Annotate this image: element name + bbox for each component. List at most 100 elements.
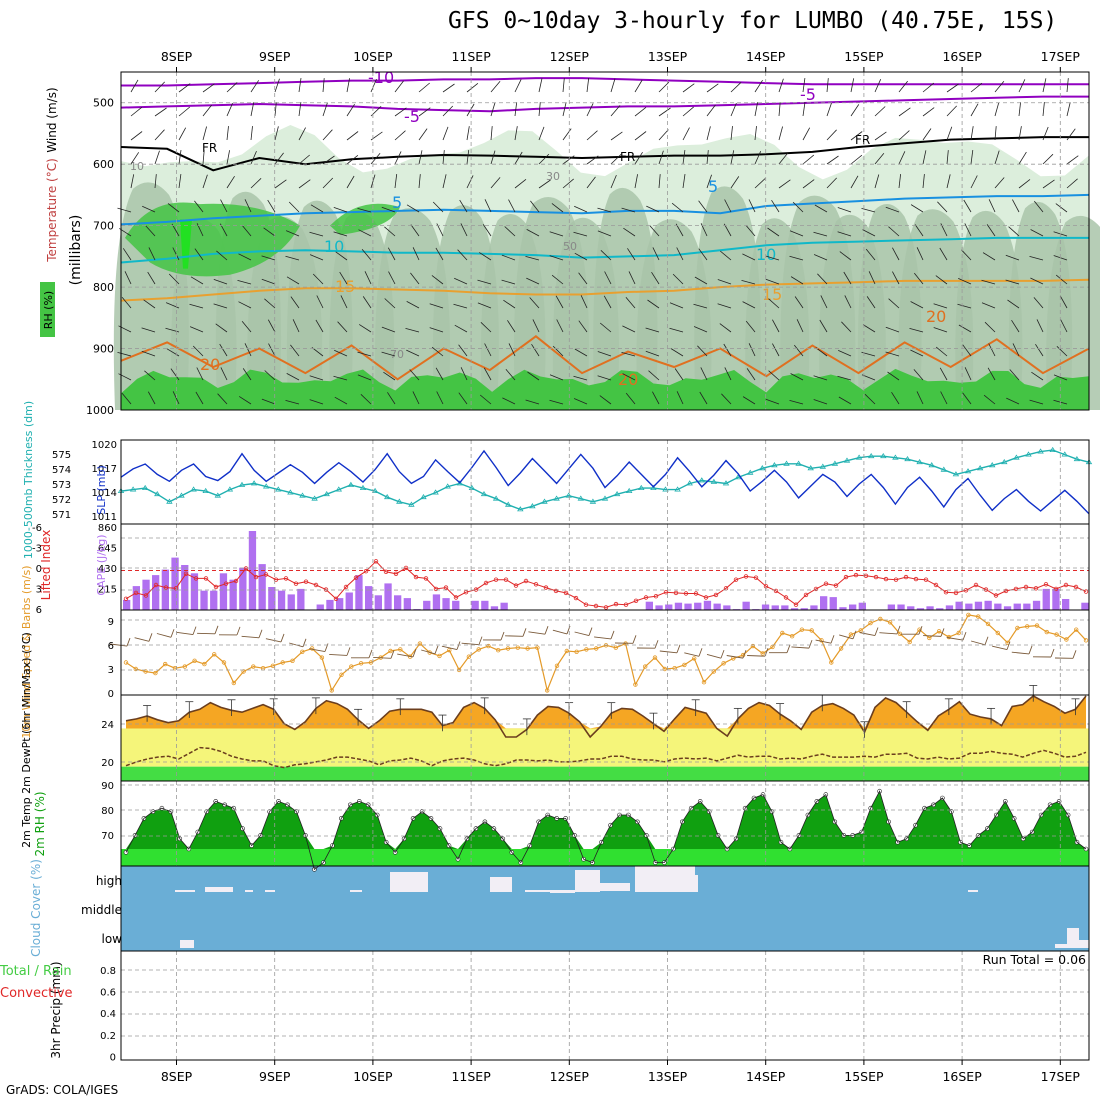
- upper-wind-barb: [754, 126, 757, 141]
- upper-wind-barb: [406, 301, 420, 309]
- upper-wind-barb: [610, 174, 617, 189]
- upper-wind-barb: [562, 178, 574, 189]
- upper-wind-barb: [538, 126, 545, 141]
- upper-wind-barb: [922, 82, 935, 93]
- surface-wind-barb: [1050, 648, 1055, 658]
- upper-wind-barb: [454, 277, 468, 285]
- upper-wind-barb: [939, 367, 948, 381]
- wind-point: [907, 639, 912, 645]
- cape-bar: [694, 602, 702, 610]
- upper-wind-barb: [364, 271, 372, 285]
- upper-wind-barb: [442, 105, 454, 117]
- upper-wind-barb: [983, 394, 996, 405]
- upper-wind-barb: [730, 176, 740, 189]
- surface-wind-barb: [461, 642, 480, 646]
- surface-wind-barb: [742, 649, 747, 659]
- upper-wind-barb: [202, 104, 213, 117]
- li-point: [183, 571, 189, 576]
- upper-wind-barb: [418, 107, 431, 117]
- upper-wind-barb: [768, 370, 780, 381]
- cape-bar: [171, 557, 179, 610]
- surface-wind-barb: [859, 632, 876, 636]
- y-tick-thickness: 574: [52, 465, 71, 476]
- run-total: Run Total = 0.06: [983, 952, 1086, 967]
- upper-wind-barb: [862, 229, 876, 237]
- upper-wind-barb: [970, 126, 974, 141]
- upper-wind-barb: [898, 130, 910, 141]
- surface-wind-barb: [1028, 645, 1033, 655]
- upper-wind-barb: [194, 200, 204, 213]
- cape-bar: [655, 605, 663, 610]
- upper-wind-barb: [970, 150, 974, 165]
- upper-wind-barb: [381, 351, 396, 357]
- cape-bar: [239, 567, 247, 610]
- surface-wind-barb: [940, 628, 945, 637]
- upper-wind-barb: [508, 343, 516, 357]
- upper-wind-barb: [574, 348, 588, 357]
- upper-wind-barb: [574, 205, 588, 213]
- upper-wind-barb: [837, 207, 852, 213]
- upper-wind-barb: [370, 174, 376, 189]
- cape-bar: [1023, 603, 1031, 610]
- upper-wind-barb: [335, 251, 348, 261]
- upper-wind-barb: [490, 177, 501, 189]
- upper-wind-barb: [627, 248, 636, 261]
- upper-wind-barb: [148, 247, 156, 261]
- upper-wind-barb: [538, 153, 550, 165]
- upper-wind-barb: [964, 367, 972, 381]
- upper-wind-barb: [874, 106, 886, 117]
- cape-bar: [297, 588, 305, 610]
- x-tick-label-bottom: 13SEP: [648, 1069, 688, 1084]
- cape-bar: [190, 573, 199, 610]
- upper-wind-barb: [250, 126, 253, 141]
- upper-wind-barb: [196, 367, 204, 381]
- upper-wind-barb: [460, 223, 468, 237]
- dewpt-low-band: [121, 766, 1089, 781]
- cloud-bar: [390, 872, 428, 892]
- upper-wind-barb: [459, 199, 468, 213]
- cloud-bar: [265, 890, 275, 892]
- upper-wind-barb: [610, 154, 622, 165]
- cape-bar: [365, 586, 373, 610]
- upper-wind-barb: [778, 152, 789, 165]
- cape-bar: [974, 601, 983, 610]
- upper-wind-barb: [394, 174, 398, 189]
- upper-wind-barb: [802, 127, 811, 141]
- wind-point: [466, 654, 472, 659]
- upper-wind-barb: [466, 103, 475, 117]
- cloud-bar: [575, 870, 600, 892]
- y-tick-thickness: 573: [52, 480, 71, 491]
- upper-wind-barb: [442, 126, 449, 141]
- surface-wind-barb: [421, 649, 436, 655]
- upper-wind-barb: [916, 247, 924, 261]
- cape-bar: [887, 604, 895, 610]
- y-tick-thickness: 572: [52, 495, 71, 506]
- upper-wind-barb: [745, 225, 756, 237]
- contour-label-iso10b: 10: [756, 245, 776, 264]
- upper-wind-barb: [986, 224, 996, 237]
- li-point: [353, 575, 359, 580]
- li-point: [533, 582, 539, 587]
- surface-wind-barb: [839, 634, 854, 640]
- upper-wind-barb: [771, 199, 780, 213]
- upper-wind-barb: [962, 344, 972, 357]
- upper-wind-barb: [286, 373, 300, 381]
- upper-wind-barb: [490, 102, 496, 117]
- contour-label-iso20b: 20: [618, 370, 638, 389]
- upper-wind-barb: [910, 204, 924, 213]
- upper-wind-barb: [826, 78, 829, 93]
- upper-wind-barb: [141, 327, 156, 333]
- upper-wind-barb: [994, 177, 1005, 189]
- upper-wind-barb: [958, 278, 972, 285]
- cape-bar: [316, 604, 324, 610]
- upper-wind-barb: [453, 303, 468, 309]
- upper-wind-barb: [530, 200, 540, 213]
- upper-wind-barb: [432, 201, 444, 213]
- upper-wind-barb: [1066, 102, 1071, 117]
- upper-wind-barb: [1018, 102, 1021, 117]
- cape-bar: [123, 599, 131, 610]
- cloud-bar: [205, 887, 233, 892]
- upper-wind-barb: [1066, 128, 1076, 141]
- cloud-bar: [245, 890, 253, 892]
- upper-wind-barb: [357, 351, 372, 357]
